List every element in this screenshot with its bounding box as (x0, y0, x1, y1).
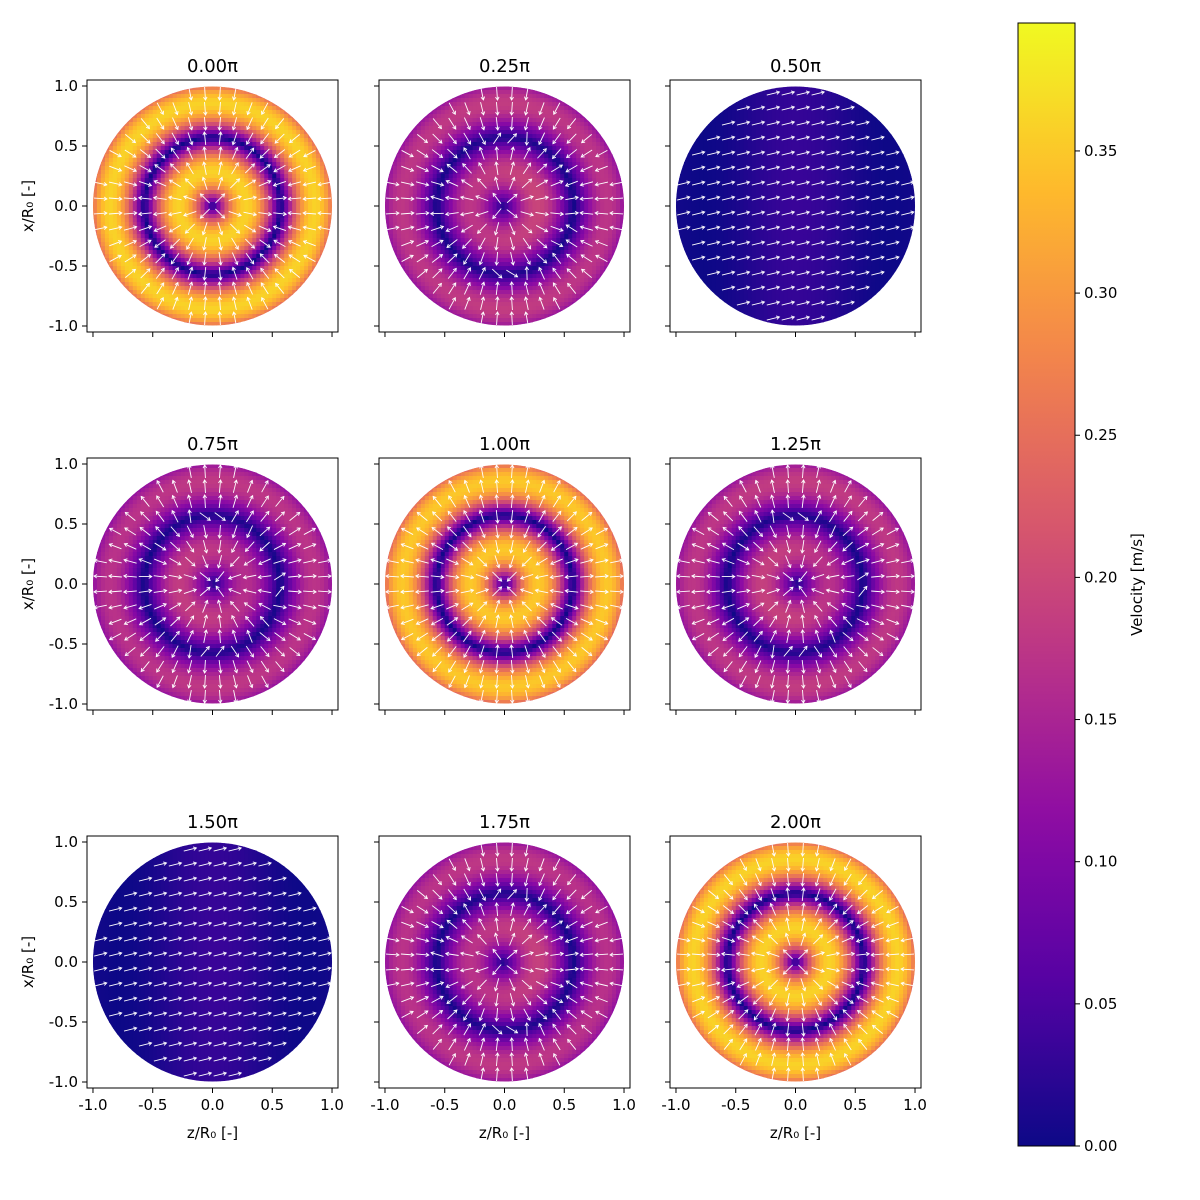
quiver-arrows (93, 464, 332, 704)
velocity-heatmap (384, 842, 625, 1082)
velocity-heatmap (92, 86, 333, 326)
x-tick-label: 0.5 (260, 1096, 284, 1114)
panel-title: 2.00π (770, 812, 821, 833)
colorbar-tick-label: 0.20 (1084, 568, 1117, 586)
colorbar-tick-label: 0.30 (1084, 284, 1117, 302)
x-tick-label: 0.5 (552, 1096, 576, 1114)
y-axis-label: x/R₀ [-] (19, 180, 37, 232)
y-tick-label: -0.5 (49, 635, 78, 653)
panel-2: 0.25π (374, 56, 631, 337)
panel-title: 0.50π (770, 56, 821, 77)
panel-title: 1.50π (187, 812, 238, 833)
y-tick-label: 0.0 (54, 575, 78, 593)
panel-5: 1.00π (374, 434, 631, 715)
panel-title: 1.25π (770, 434, 821, 455)
y-tick-label: 1.0 (54, 833, 78, 851)
y-tick-label: 0.0 (54, 197, 78, 215)
colorbar-tick-label: 0.00 (1084, 1137, 1117, 1155)
y-tick-label: 1.0 (54, 77, 78, 95)
y-tick-label: -0.5 (49, 257, 78, 275)
quiver-arrows (676, 842, 915, 1082)
colorbar-tick-label: 0.35 (1084, 142, 1117, 160)
y-tick-label: -1.0 (49, 317, 78, 335)
colorbar-tick-label: 0.15 (1084, 711, 1117, 729)
panel-title: 0.00π (187, 56, 238, 77)
panel-9: 2.00π -1.0 -0.5 0.0 0.5 1.0 z/R₀ [-] (661, 812, 927, 1142)
velocity-heatmap (92, 464, 333, 704)
panel-8: 1.75π -1.0 -0.5 0.0 0.5 1.0 z/R₀ [-] (370, 812, 636, 1142)
x-tick-label: -0.5 (721, 1096, 750, 1114)
panel-3: 0.50π (665, 56, 922, 337)
y-tick-label: 0.5 (54, 137, 78, 155)
x-tick-label: -0.5 (430, 1096, 459, 1114)
quiver-arrows (385, 842, 624, 1082)
velocity-heatmap (675, 842, 916, 1082)
velocity-heatmap (384, 86, 625, 326)
panel-grid: 0.00π 1.0 0.5 0.0 -0.5 -1.0 x/R₀ [-] 0.25π 0.50π… (19, 56, 927, 1142)
x-tick-label: 1.0 (612, 1096, 636, 1114)
x-tick-label: 1.0 (903, 1096, 927, 1114)
x-tick-label: 0.0 (784, 1096, 808, 1114)
colorbar-gradient (1018, 23, 1075, 1146)
panel-title: 1.00π (479, 434, 530, 455)
quiver-arrows (676, 464, 915, 704)
y-tick-label: -1.0 (49, 695, 78, 713)
velocity-heatmap (92, 842, 333, 1082)
quiver-arrows (385, 464, 624, 704)
colorbar-tick-label: 0.25 (1084, 426, 1117, 444)
velocity-heatmap (675, 464, 916, 704)
x-axis-label: z/R₀ [-] (187, 1124, 238, 1142)
quiver-arrows (94, 846, 332, 1077)
colorbar-label: Velocity [m/s] (1128, 533, 1146, 636)
x-tick-label: 1.0 (320, 1096, 344, 1114)
x-axis-label: z/R₀ [-] (770, 1124, 821, 1142)
panel-title: 0.75π (187, 434, 238, 455)
panel-title: 0.25π (479, 56, 530, 77)
quiver-arrows (385, 86, 624, 326)
y-axis-label: x/R₀ [-] (19, 558, 37, 610)
x-tick-label: 0.5 (843, 1096, 867, 1114)
y-tick-label: 0.0 (54, 953, 78, 971)
panel-title: 1.75π (479, 812, 530, 833)
x-tick-label: 0.0 (493, 1096, 517, 1114)
y-axis-label: x/R₀ [-] (19, 936, 37, 988)
velocity-heatmap (384, 464, 625, 704)
x-tick-label: -1.0 (661, 1096, 690, 1114)
colorbar: 0.00 0.05 0.10 0.15 0.20 0.25 0.30 0.35 Velocity… (1017, 22, 1146, 1155)
quiver-arrows (93, 86, 332, 326)
y-tick-label: 0.5 (54, 893, 78, 911)
panel-7: 1.50π -1.0 -0.5 0.0 0.5 1.0 1.0 0.5 0.0 -0.5 -1.0 x… (19, 812, 344, 1142)
y-tick-label: 1.0 (54, 455, 78, 473)
x-tick-label: -1.0 (78, 1096, 107, 1114)
panel-4: 0.75π 1.0 0.5 0.0 -0.5 -1.0 x/R₀ [-] (19, 434, 339, 715)
y-tick-label: -1.0 (49, 1073, 78, 1091)
colorbar-frame (1017, 22, 1076, 1147)
quiver-arrows (677, 90, 915, 321)
x-tick-label: -0.5 (138, 1096, 167, 1114)
panel-6: 1.25π (665, 434, 922, 715)
x-axis-label: z/R₀ [-] (479, 1124, 530, 1142)
colorbar-tick-label: 0.05 (1084, 995, 1117, 1013)
colorbar-tick-label: 0.10 (1084, 853, 1117, 871)
velocity-heatmap (675, 86, 916, 326)
x-tick-label: -1.0 (370, 1096, 399, 1114)
y-tick-label: 0.5 (54, 515, 78, 533)
y-tick-label: -0.5 (49, 1013, 78, 1031)
x-tick-label: 0.0 (201, 1096, 225, 1114)
panel-1: 0.00π 1.0 0.5 0.0 -0.5 -1.0 x/R₀ [-] (19, 56, 339, 337)
